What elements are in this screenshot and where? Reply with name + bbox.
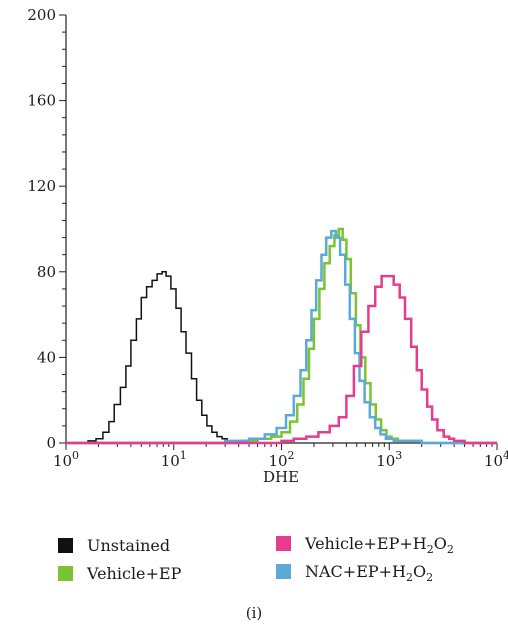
- legend-label-nac-ep-h2o2: NAC+EP+H2O2: [305, 562, 434, 584]
- legend-label-unstained: Unstained: [87, 536, 171, 555]
- x-tick-exponent: 0: [72, 449, 79, 462]
- y-tick-label: 200: [27, 6, 56, 24]
- x-tick-exponent: 1: [180, 449, 187, 462]
- y-ticks: 0 40 80 120 160 200: [27, 6, 66, 452]
- legend: Unstained Vehicle+EP Vehicle+EP+H2O2 NAC…: [58, 532, 488, 592]
- y-tick-label: 120: [27, 177, 56, 195]
- x-axis-title: DHE: [263, 468, 299, 486]
- x-tick-base: 10: [376, 452, 395, 470]
- legend-label-nac-ep-h2o2-sub1: 2: [406, 571, 414, 584]
- axes: [65, 15, 497, 444]
- x-tick-base: 10: [161, 452, 180, 470]
- x-tick-label: 101: [161, 449, 187, 470]
- legend-swatch-vehicle-ep-h2o2: [276, 536, 291, 551]
- legend-label-vehicle-ep: Vehicle+EP: [87, 564, 182, 583]
- legend-item-vehicle-ep-h2o2: Vehicle+EP+H2O2: [276, 534, 454, 556]
- x-ticks: 100 101 102 103 104: [53, 443, 508, 470]
- series-line-unstained: [66, 271, 234, 444]
- series-line-vehicle-ep-h2o2: [66, 274, 497, 445]
- legend-label-vehicle-ep-h2o2-base: Vehicle+EP+H: [305, 534, 427, 553]
- legend-label-vehicle-ep-h2o2-mid: O: [433, 534, 447, 553]
- legend-label-nac-ep-h2o2-mid: O: [413, 562, 427, 581]
- legend-item-nac-ep-h2o2: NAC+EP+H2O2: [276, 562, 434, 584]
- legend-item-unstained: Unstained: [58, 536, 170, 555]
- x-tick-label: 103: [376, 449, 402, 470]
- x-tick-label: 102: [268, 449, 294, 470]
- x-tick-base: 10: [53, 452, 72, 470]
- legend-label-nac-ep-h2o2-base: NAC+EP+H: [305, 562, 407, 581]
- legend-label-nac-ep-h2o2-sub2: 2: [426, 571, 434, 584]
- x-tick-base: 10: [268, 452, 287, 470]
- x-tick-exponent: 4: [503, 449, 508, 462]
- y-tick-label: 40: [37, 348, 56, 366]
- y-tick-label: 0: [46, 434, 56, 452]
- series-line-vehicle-ep: [66, 227, 497, 445]
- x-tick-base: 10: [484, 452, 503, 470]
- x-tick-exponent: 3: [395, 449, 402, 462]
- legend-label-vehicle-ep-h2o2: Vehicle+EP+H2O2: [305, 534, 454, 556]
- y-tick-label: 160: [27, 92, 56, 110]
- x-tick-label: 104: [484, 449, 508, 470]
- legend-item-vehicle-ep: Vehicle+EP: [58, 564, 181, 583]
- legend-swatch-unstained: [58, 538, 73, 553]
- y-tick-label: 80: [37, 263, 56, 281]
- legend-label-vehicle-ep-h2o2-sub2: 2: [446, 543, 454, 556]
- panel-label: (i): [245, 604, 263, 622]
- x-tick-exponent: 2: [288, 449, 295, 462]
- legend-label-vehicle-ep-h2o2-sub1: 2: [426, 543, 434, 556]
- x-tick-label: 100: [53, 449, 79, 470]
- series-line-nac-ep-h2o2: [66, 229, 497, 445]
- series-layer: [66, 227, 497, 445]
- legend-swatch-nac-ep-h2o2: [276, 564, 291, 579]
- legend-swatch-vehicle-ep: [58, 566, 73, 581]
